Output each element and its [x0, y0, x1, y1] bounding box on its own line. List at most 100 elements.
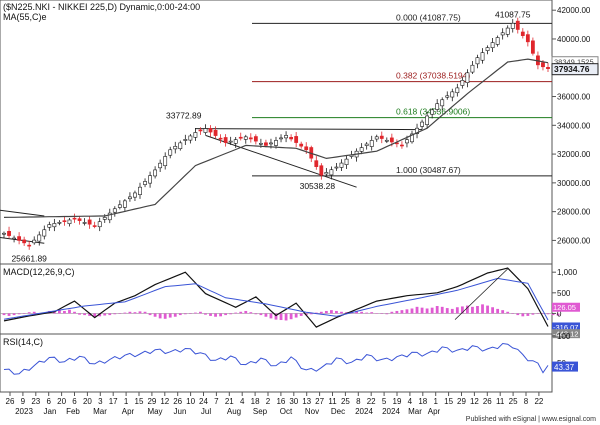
price-tick-label: 30000.00: [557, 179, 591, 188]
candle-body: [415, 127, 419, 134]
macd-histogram-bar: [425, 308, 429, 314]
macd-histogram-bar: [385, 313, 389, 315]
candle-body: [173, 146, 178, 150]
macd-histogram-bar: [314, 312, 318, 314]
macd-histogram-bar: [420, 307, 424, 314]
candle-body: [198, 129, 203, 132]
x-tick-label: 26: [173, 397, 182, 406]
macd-reading-tag: [552, 329, 580, 339]
price-tick-label: 32000.00: [557, 150, 591, 159]
candle-body: [163, 156, 168, 167]
x-tick-label: 26: [6, 397, 15, 406]
candle-body: [223, 137, 228, 143]
candle-body: [243, 136, 248, 140]
candle-body: [258, 142, 263, 145]
candle-body: [97, 221, 102, 228]
x-tick-label: 15: [444, 397, 453, 406]
macd-reading-label: 126.05: [553, 303, 576, 312]
candle-body: [435, 103, 440, 110]
macd-histogram-bar: [58, 310, 61, 314]
x-tick-label: 12: [470, 397, 479, 406]
rsi-value-label: 43.37: [554, 363, 575, 372]
macd-histogram-bar: [299, 313, 303, 316]
macd-histogram-bar: [476, 306, 479, 314]
candle-body: [233, 139, 238, 144]
ma-value-label: 38349.1525: [554, 58, 594, 67]
candle-body: [500, 32, 505, 36]
macd-histogram-bar: [168, 313, 172, 318]
x-period-label: Sep: [253, 407, 268, 416]
candle-body: [520, 31, 525, 36]
macd-histogram-bar: [440, 306, 444, 314]
candle-body: [530, 40, 535, 54]
macd-histogram-bar: [294, 313, 298, 318]
candle-body: [203, 128, 208, 133]
macd-histogram-bar: [279, 313, 283, 321]
macd-series-line: [3, 267, 549, 328]
x-tick-label: 11: [328, 397, 337, 406]
x-tick-label: 19: [393, 397, 402, 406]
macd-histogram-bar: [501, 310, 505, 314]
macd-histogram-bar: [63, 310, 66, 314]
candle-body: [42, 229, 47, 237]
macd-histogram-bar: [410, 308, 414, 314]
candle-body: [143, 181, 147, 185]
ma-line: [3, 58, 549, 218]
macd-histogram-bar: [455, 307, 459, 314]
x-period-label: Dec: [331, 407, 345, 416]
x-tick-label: 22: [367, 397, 376, 406]
macd-histogram-bar: [7, 313, 11, 316]
macd-histogram-bar: [264, 313, 268, 317]
fib-level-label: 0.000 (41087.75): [396, 12, 461, 22]
candle-body: [228, 140, 233, 143]
rsi-layer: [3, 342, 549, 375]
candle-body: [369, 140, 374, 147]
x-tick-label: 1: [124, 397, 129, 406]
candle-body: [314, 160, 319, 167]
last-price-label: 37934.76: [554, 64, 590, 74]
candle-body: [188, 135, 193, 141]
price-annotation: 41087.75: [495, 9, 531, 19]
x-tick-label: 15: [135, 397, 144, 406]
x-tick-label: 7: [214, 397, 219, 406]
candle-body: [339, 162, 344, 168]
candle-body: [455, 87, 460, 94]
candle-body: [344, 158, 349, 166]
x-tick-label: 20: [83, 397, 92, 406]
x-period-label: Mar: [408, 407, 422, 416]
x-tick-label: 18: [251, 397, 260, 406]
macd-histogram-bar: [466, 305, 469, 314]
macd-histogram-bar: [73, 311, 76, 314]
macd-histogram-bar: [113, 313, 117, 315]
macd-histogram-bar: [375, 313, 379, 314]
fib-level-label: 1.000 (30487.67): [396, 165, 461, 175]
macd-histogram-bar: [536, 313, 540, 314]
macd-histogram-bar: [274, 313, 278, 320]
candle-body: [72, 217, 77, 220]
macd-histogram-bar: [259, 313, 263, 316]
macd-histogram-bar: [194, 312, 197, 314]
macd-histogram-bar: [289, 313, 293, 320]
price-annotation: 25661.89: [11, 253, 47, 263]
price-tick-label: 26000.00: [557, 236, 591, 245]
x-tick-label: 29: [457, 397, 466, 406]
macd-histogram-bar: [546, 313, 550, 315]
x-tick-label: 9: [21, 397, 26, 406]
macd-histogram-bar: [22, 313, 26, 314]
price-title: ($N225.NKI - NIKKEI 225,D) Dynamic,0:00-…: [3, 2, 200, 12]
macd-histogram-bar: [163, 313, 167, 319]
macd-histogram-bar: [541, 313, 545, 314]
macd-histogram-bar: [244, 310, 248, 314]
candle-body: [279, 137, 283, 140]
x-period-label: Oct: [280, 407, 293, 416]
macd-histogram-bar: [551, 313, 555, 316]
x-tick-label: 12: [160, 397, 169, 406]
macd-histogram-bar: [68, 309, 71, 314]
x-tick-label: 8: [524, 397, 529, 406]
candle-body: [87, 219, 92, 225]
candle-body: [329, 169, 334, 176]
x-period-label: Jul: [201, 407, 211, 416]
x-period-label: May: [147, 407, 162, 416]
macd-histogram-bar: [183, 313, 187, 315]
macd-histogram-bar: [123, 312, 127, 314]
